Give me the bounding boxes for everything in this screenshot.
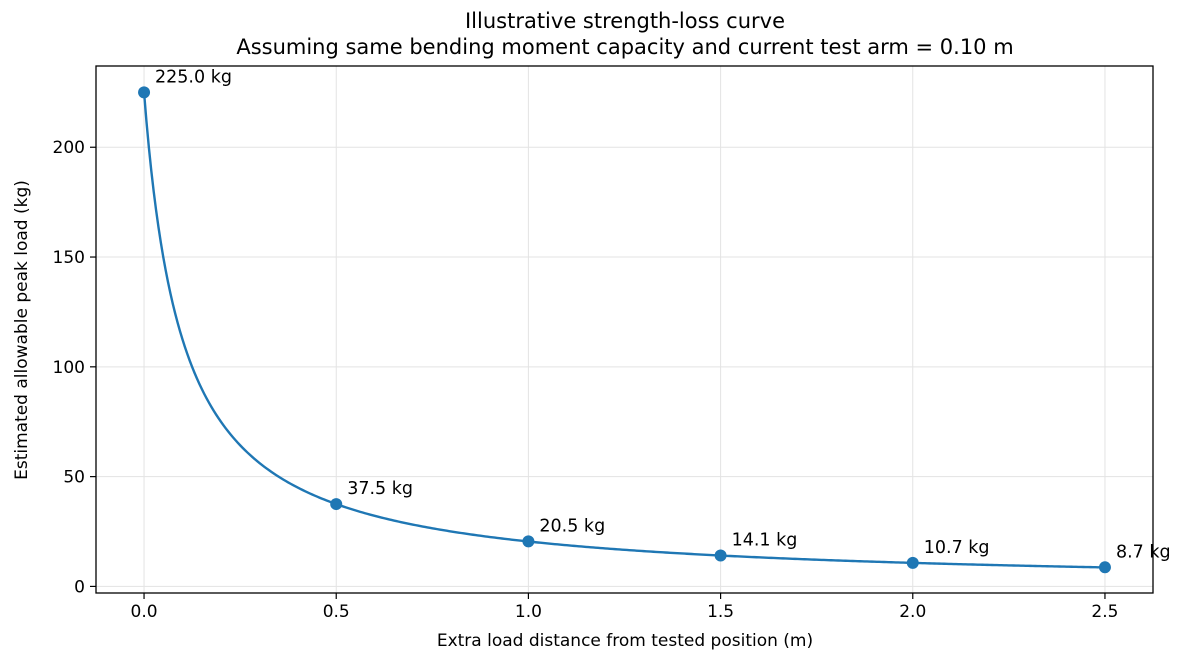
y-axis-label: Estimated allowable peak load (kg) [12,180,32,480]
y-tick-label: 50 [63,468,85,488]
data-label: 14.1 kg [732,530,798,550]
x-tick-label: 2.0 [899,602,926,622]
x-tick-label: 1.5 [707,602,734,622]
point-labels-layer: 225.0 kg 37.5 kg 20.5 kg 14.1 kg 10.7 kg 8.7 … [155,67,1171,562]
x-tick-label: 2.5 [1091,602,1118,622]
x-tick-label: 1.0 [515,602,542,622]
data-point [330,498,343,511]
data-point [522,535,535,548]
curve-layer [142,92,1105,569]
data-label: 37.5 kg [347,479,413,499]
axes: 0.0 0.5 1.0 1.5 2.0 2.5 0 50 100 150 200 [53,65,1154,622]
data-label: 225.0 kg [155,67,232,87]
data-point [714,549,727,562]
x-axis-label: Extra load distance from tested position… [437,631,813,651]
data-label: 8.7 kg [1116,542,1171,562]
grid [96,66,1153,593]
data-label: 20.5 kg [539,516,605,536]
data-point [906,556,919,569]
data-point [138,86,151,99]
chart-title: Illustrative strength-loss curve [465,9,785,33]
chart-subtitle: Assuming same bending moment capacity an… [236,35,1013,59]
data-label: 10.7 kg [924,538,990,558]
series-curve [142,92,1105,569]
y-tick-label: 100 [53,358,85,378]
x-tick-label: 0.0 [131,602,158,622]
y-tick-label: 150 [53,248,85,268]
y-tick-label: 200 [53,138,85,158]
plot-frame [95,65,1154,594]
data-point [1098,561,1111,574]
y-tick-label: 0 [74,577,85,597]
points-layer [138,86,1111,574]
x-tick-label: 0.5 [323,602,350,622]
